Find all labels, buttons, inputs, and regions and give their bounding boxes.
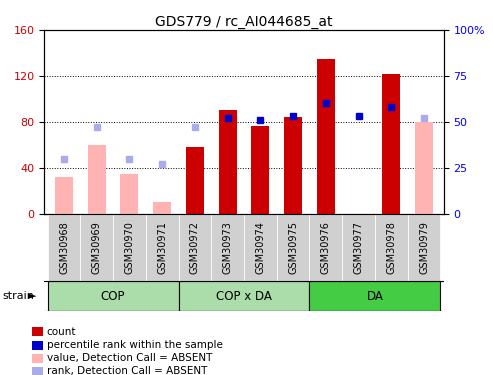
Bar xyxy=(55,177,73,214)
Text: value, Detection Call = ABSENT: value, Detection Call = ABSENT xyxy=(47,353,212,363)
Bar xyxy=(342,214,375,281)
Text: GSM30977: GSM30977 xyxy=(353,221,364,274)
Bar xyxy=(383,74,400,214)
Bar xyxy=(310,214,342,281)
Title: GDS779 / rc_AI044685_at: GDS779 / rc_AI044685_at xyxy=(155,15,333,29)
Bar xyxy=(251,126,269,214)
Text: GSM30975: GSM30975 xyxy=(288,221,298,274)
Text: DA: DA xyxy=(366,290,384,303)
Bar xyxy=(277,214,310,281)
Text: GSM30972: GSM30972 xyxy=(190,221,200,274)
Text: GSM30978: GSM30978 xyxy=(387,221,396,274)
Bar xyxy=(88,145,106,214)
Bar xyxy=(178,281,310,311)
Text: GSM30979: GSM30979 xyxy=(419,221,429,274)
Bar xyxy=(178,214,211,281)
Text: GSM30973: GSM30973 xyxy=(223,221,233,274)
Text: COP x DA: COP x DA xyxy=(216,290,272,303)
Text: GSM30970: GSM30970 xyxy=(124,221,135,274)
Text: percentile rank within the sample: percentile rank within the sample xyxy=(47,340,223,350)
Text: ►: ► xyxy=(28,291,36,301)
Text: GSM30976: GSM30976 xyxy=(321,221,331,274)
Text: COP: COP xyxy=(101,290,125,303)
Text: GSM30971: GSM30971 xyxy=(157,221,167,274)
Bar xyxy=(284,117,302,214)
Bar xyxy=(408,214,440,281)
Text: count: count xyxy=(47,327,76,337)
Text: GSM30968: GSM30968 xyxy=(59,221,69,274)
Text: GSM30974: GSM30974 xyxy=(255,221,265,274)
Bar xyxy=(375,214,408,281)
Bar xyxy=(80,214,113,281)
Bar xyxy=(120,174,139,214)
Text: rank, Detection Call = ABSENT: rank, Detection Call = ABSENT xyxy=(47,366,207,375)
Bar xyxy=(186,147,204,214)
Bar xyxy=(48,214,80,281)
Text: GSM30969: GSM30969 xyxy=(92,221,102,274)
Bar xyxy=(146,214,178,281)
Bar xyxy=(317,59,335,214)
Text: strain: strain xyxy=(2,291,35,301)
Bar xyxy=(211,214,244,281)
Bar xyxy=(219,110,237,214)
Bar xyxy=(244,214,277,281)
Bar xyxy=(310,281,440,311)
Bar xyxy=(48,281,178,311)
Bar xyxy=(415,122,433,214)
Bar xyxy=(153,202,171,214)
Bar xyxy=(113,214,146,281)
